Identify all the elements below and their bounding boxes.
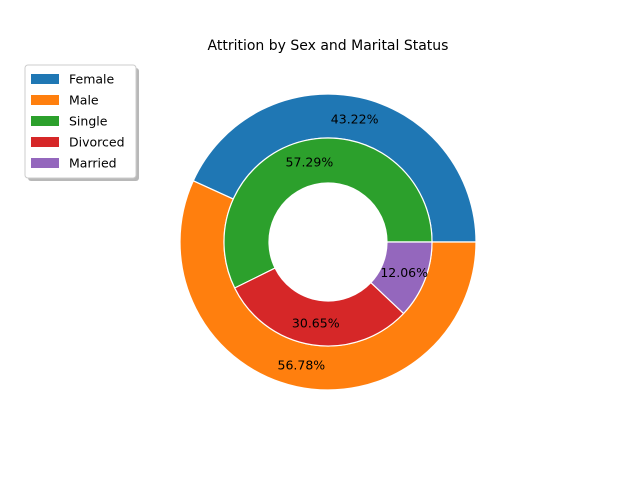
legend-label-married: Married	[69, 156, 117, 171]
chart-title: Attrition by Sex and Marital Status	[208, 38, 449, 54]
slice-label-divorced: 30.65%	[292, 316, 340, 331]
slice-married	[370, 241, 433, 315]
legend-label-female: Female	[69, 72, 115, 87]
legend-label-divorced: Divorced	[69, 135, 125, 150]
legend-label-male: Male	[69, 93, 99, 108]
legend-swatch-male	[31, 95, 59, 105]
slice-divorced	[234, 267, 405, 347]
legend-swatch-single	[31, 116, 59, 126]
inner-ring	[223, 137, 433, 347]
legend-swatch-married	[31, 158, 59, 168]
slice-single	[223, 137, 433, 289]
slice-label-single: 57.29%	[286, 155, 334, 170]
legend-swatch-divorced	[31, 137, 59, 147]
percentage-labels: 43.22% 56.78% 57.29% 30.65% 12.06%	[278, 111, 429, 372]
slice-label-male: 56.78%	[278, 358, 326, 373]
legend-label-single: Single	[69, 114, 108, 129]
slice-label-female: 43.22%	[331, 111, 379, 126]
legend-frame	[24, 64, 137, 179]
legend-swatch-female	[31, 74, 59, 84]
legend: Female Male Single Divorced Married	[24, 64, 139, 181]
slice-label-married: 12.06%	[380, 265, 428, 280]
